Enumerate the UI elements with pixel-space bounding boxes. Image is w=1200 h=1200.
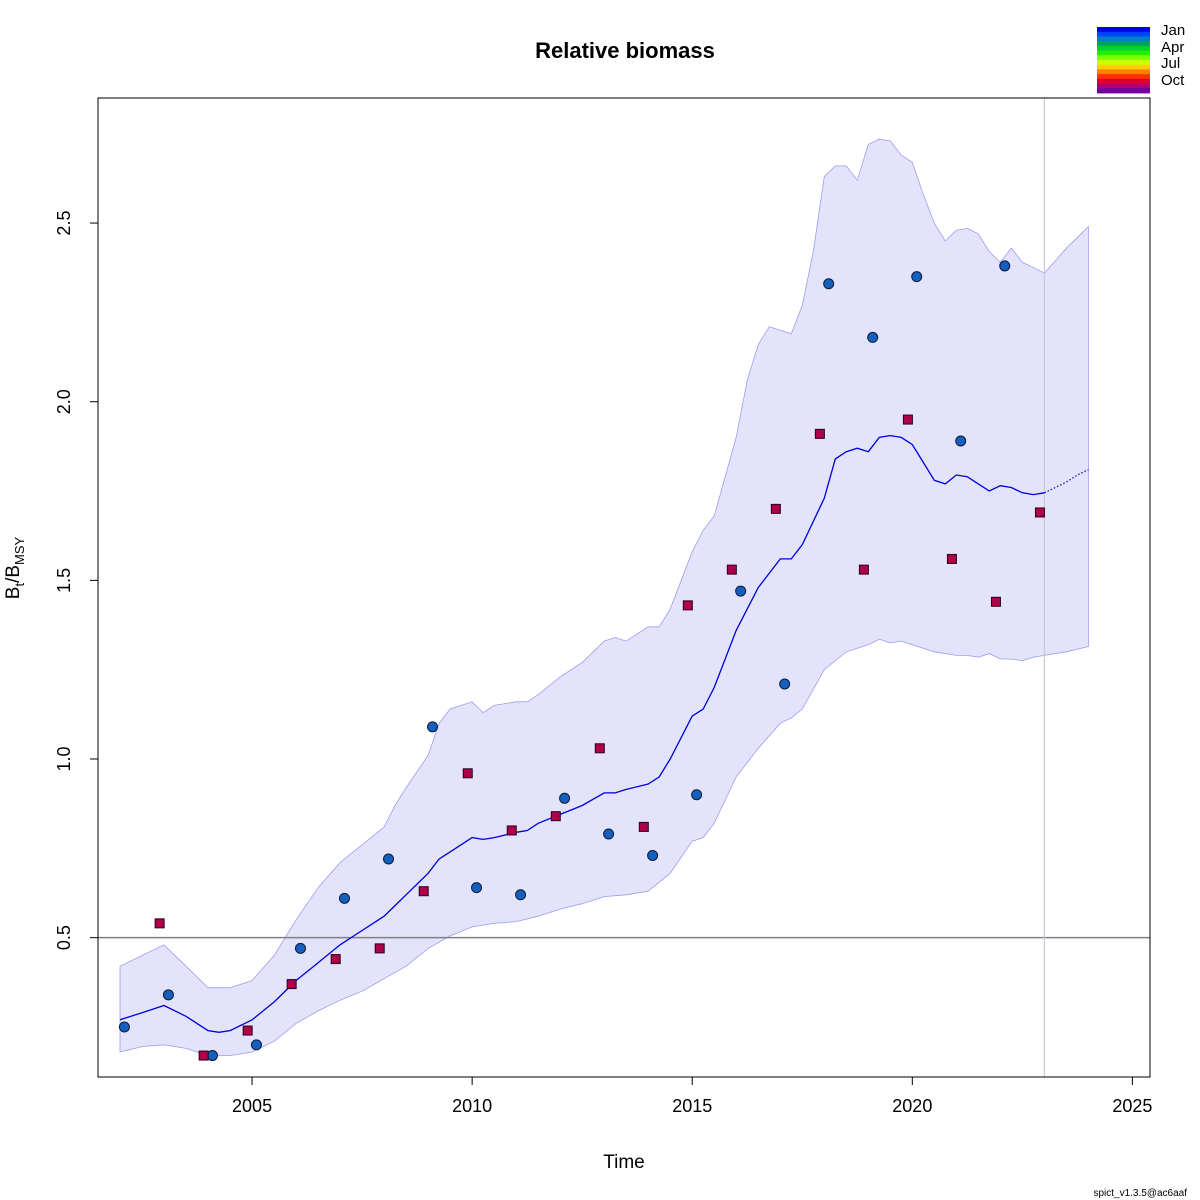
circle-point-5 bbox=[338, 892, 350, 904]
circle-point-8 bbox=[471, 882, 483, 894]
circle-point-7 bbox=[427, 721, 439, 733]
square-point-3 bbox=[286, 979, 297, 990]
x-tick-label-1: 2010 bbox=[452, 1096, 492, 1116]
circle-point-19 bbox=[955, 435, 967, 447]
circle-point-17 bbox=[867, 331, 879, 343]
x-tick-label-0: 2005 bbox=[232, 1096, 272, 1116]
circle-point-14 bbox=[735, 585, 747, 597]
observation-points bbox=[118, 260, 1045, 1062]
square-point-6 bbox=[418, 886, 429, 897]
version-label: spict_v1.3.5@ac6aaf bbox=[1093, 1188, 1187, 1199]
y-label-base: B bbox=[3, 587, 24, 600]
legend-label-apr: Apr bbox=[1161, 39, 1184, 56]
legend-swatch-8 bbox=[1097, 64, 1150, 70]
circle-point-6 bbox=[383, 853, 395, 865]
y-tick-label-1: 1.0 bbox=[54, 746, 74, 771]
y-label-sep: /B bbox=[3, 565, 24, 583]
legend-swatch-10 bbox=[1097, 74, 1150, 80]
square-point-18 bbox=[946, 553, 957, 564]
legend-swatch-0 bbox=[1097, 27, 1150, 33]
y-tick-label-4: 2.5 bbox=[54, 211, 74, 236]
circle-point-9 bbox=[515, 889, 527, 901]
legend-swatch-5 bbox=[1097, 50, 1150, 56]
circle-point-15 bbox=[779, 678, 791, 690]
x-tick-label-3: 2020 bbox=[892, 1096, 932, 1116]
circle-point-13 bbox=[691, 789, 703, 801]
legend-swatch-6 bbox=[1097, 55, 1150, 61]
legend-swatch-3 bbox=[1097, 41, 1150, 47]
forecast-line bbox=[1044, 469, 1089, 494]
square-point-10 bbox=[594, 743, 605, 754]
legend-swatch-1 bbox=[1097, 31, 1150, 37]
x-tick-label-4: 2025 bbox=[1112, 1096, 1152, 1116]
circle-point-0 bbox=[118, 1021, 130, 1033]
chart-title: Relative biomass bbox=[535, 38, 715, 63]
square-point-16 bbox=[858, 564, 869, 575]
confidence-band bbox=[119, 138, 1089, 1056]
circle-point-11 bbox=[603, 828, 615, 840]
square-point-4 bbox=[330, 954, 341, 965]
y-axis-label: Bt/BMSY bbox=[3, 536, 27, 599]
square-point-1 bbox=[198, 1050, 209, 1061]
y-tick-label-2: 1.5 bbox=[54, 568, 74, 593]
circle-point-10 bbox=[559, 792, 571, 804]
legend-label-jul: Jul bbox=[1161, 55, 1180, 72]
estimate-line bbox=[119, 434, 1045, 1033]
legend-label-jan: Jan bbox=[1161, 22, 1185, 39]
circle-point-3 bbox=[250, 1039, 262, 1051]
circle-point-4 bbox=[294, 942, 306, 954]
legend-swatch-7 bbox=[1097, 60, 1150, 66]
square-point-0 bbox=[154, 918, 165, 929]
legend-swatch-12 bbox=[1097, 83, 1150, 89]
square-point-13 bbox=[726, 564, 737, 575]
square-point-15 bbox=[814, 428, 825, 439]
circle-point-16 bbox=[823, 278, 835, 290]
legend-label-oct: Oct bbox=[1161, 72, 1185, 89]
x-axis: 2005 2010 2015 2020 2025 bbox=[232, 1076, 1152, 1116]
x-tick-label-2: 2015 bbox=[672, 1096, 712, 1116]
square-point-14 bbox=[770, 503, 781, 514]
square-point-5 bbox=[374, 943, 385, 954]
y-label-sub1: t bbox=[12, 583, 27, 587]
legend-swatch-2 bbox=[1097, 36, 1150, 42]
y-axis: 0.5 1.0 1.5 2.0 2.5 bbox=[54, 211, 99, 950]
circle-point-18 bbox=[911, 271, 923, 283]
y-tick-label-0: 0.5 bbox=[54, 925, 74, 950]
legend-swatch-9 bbox=[1097, 69, 1150, 75]
legend-swatch-13 bbox=[1097, 88, 1150, 94]
legend-swatch-4 bbox=[1097, 45, 1150, 51]
legend-swatch-11 bbox=[1097, 78, 1150, 84]
x-axis-label: Time bbox=[603, 1152, 645, 1173]
circle-point-2 bbox=[206, 1050, 218, 1062]
square-point-17 bbox=[902, 414, 913, 425]
square-point-7 bbox=[462, 768, 473, 779]
y-label-sub2: MSY bbox=[12, 536, 27, 565]
square-point-2 bbox=[242, 1025, 253, 1036]
circle-point-12 bbox=[647, 849, 659, 861]
square-point-20 bbox=[1034, 507, 1045, 518]
circle-point-20 bbox=[999, 260, 1011, 272]
circle-point-1 bbox=[162, 989, 174, 1001]
square-point-12 bbox=[682, 600, 693, 611]
square-point-11 bbox=[638, 821, 649, 832]
square-point-9 bbox=[550, 811, 561, 822]
square-point-8 bbox=[506, 825, 517, 836]
y-tick-label-3: 2.0 bbox=[54, 389, 74, 414]
square-point-19 bbox=[990, 596, 1001, 607]
